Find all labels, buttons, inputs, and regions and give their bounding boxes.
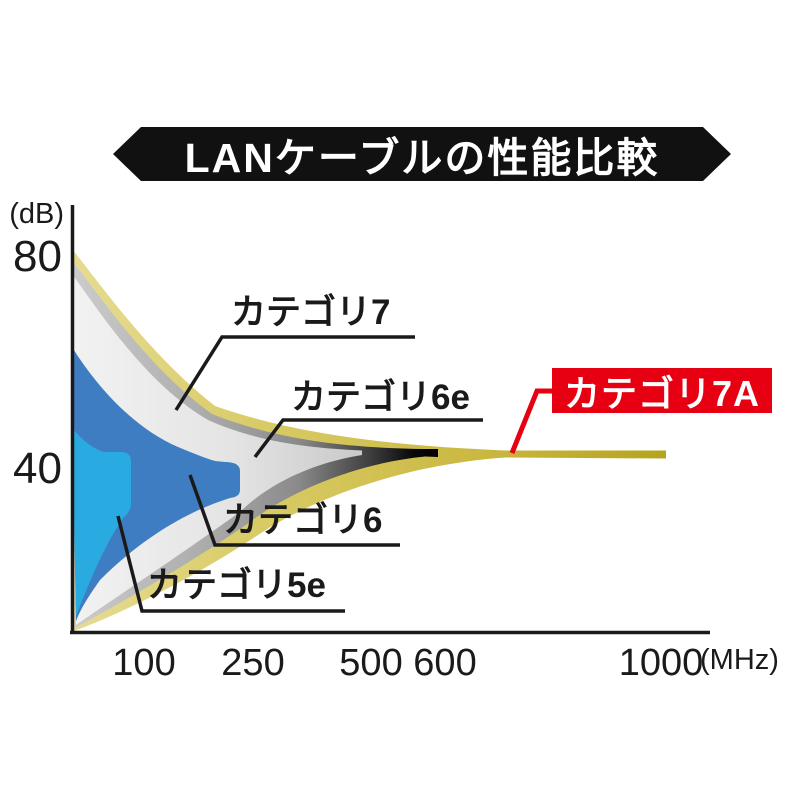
label-cat7a: カテゴリ7A bbox=[564, 372, 761, 414]
x-tick-600: 600 bbox=[413, 642, 477, 684]
page-title: LANケーブルの性能比較 bbox=[184, 135, 660, 181]
x-axis-unit: (MHz) bbox=[700, 644, 779, 676]
band-cat5e bbox=[72, 428, 131, 616]
label-cat6: カテゴリ6 bbox=[223, 501, 383, 540]
leader-cat7 bbox=[174, 335, 415, 411]
label-cat7: カテゴリ7 bbox=[231, 293, 391, 332]
y-tick-80: 80 bbox=[13, 232, 62, 281]
x-tick-250: 250 bbox=[221, 642, 285, 684]
leader-cat6e bbox=[253, 418, 483, 459]
band-cat6 bbox=[72, 347, 240, 621]
y-axis-unit: (dB) bbox=[9, 198, 64, 230]
leader-cat5e bbox=[116, 515, 345, 613]
leader-cat7a bbox=[509, 388, 556, 454]
leader-cat6 bbox=[188, 474, 400, 547]
y-tick-40: 40 bbox=[13, 444, 62, 493]
label-cat7a-badge: カテゴリ7A bbox=[552, 368, 773, 414]
x-tick-1000: 1000 bbox=[618, 642, 704, 684]
title-banner-shape bbox=[113, 127, 731, 181]
x-tick-500: 500 bbox=[339, 642, 403, 684]
label-cat6e: カテゴリ6e bbox=[291, 378, 470, 417]
x-tick-100: 100 bbox=[112, 642, 176, 684]
label-cat5e: カテゴリ5e bbox=[147, 566, 326, 605]
